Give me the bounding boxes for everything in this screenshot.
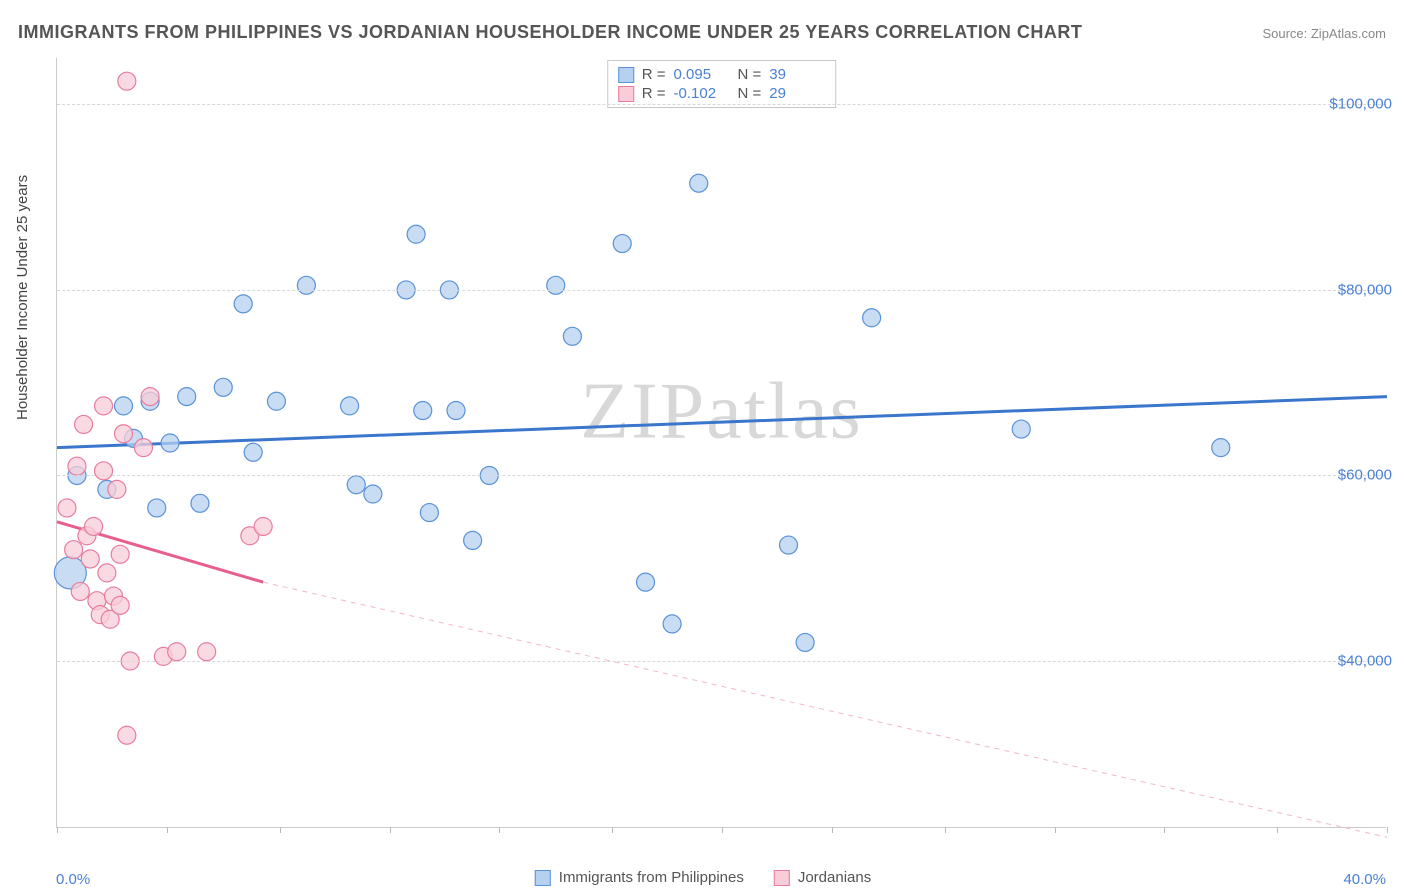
chart-title: IMMIGRANTS FROM PHILIPPINES VS JORDANIAN… <box>18 22 1082 43</box>
y-tick-label: $40,000 <box>1338 653 1392 670</box>
x-min-label: 0.0% <box>56 871 90 888</box>
n-value-0: 39 <box>769 66 825 83</box>
x-tick <box>167 827 168 833</box>
x-tick <box>499 827 500 833</box>
y-axis-label: Householder Income Under 25 years <box>14 175 31 420</box>
x-tick <box>390 827 391 833</box>
x-tick <box>1277 827 1278 833</box>
stats-row-series-0: R = 0.095 N = 39 <box>618 65 826 84</box>
stats-legend: R = 0.095 N = 39 R = -0.102 N = 29 <box>607 60 837 108</box>
stats-row-series-1: R = -0.102 N = 29 <box>618 84 826 103</box>
legend-item-1: Jordanians <box>774 869 871 886</box>
swatch-legend-0 <box>535 870 551 886</box>
scatter-svg <box>57 58 1387 828</box>
x-tick <box>280 827 281 833</box>
n-label: N = <box>738 85 762 102</box>
x-tick <box>1164 827 1165 833</box>
r-value-1: -0.102 <box>674 85 730 102</box>
x-tick <box>722 827 723 833</box>
x-tick <box>1387 827 1388 833</box>
r-label: R = <box>642 66 666 83</box>
gridline <box>57 661 1386 662</box>
source-label: Source: ZipAtlas.com <box>1262 26 1386 41</box>
r-label: R = <box>642 85 666 102</box>
plot-area: ZIPatlas R = 0.095 N = 39 R = -0.102 N =… <box>56 58 1386 828</box>
gridline <box>57 104 1386 105</box>
y-tick-label: $60,000 <box>1338 467 1392 484</box>
legend-label-0: Immigrants from Philippines <box>559 869 744 886</box>
r-value-0: 0.095 <box>674 66 730 83</box>
x-tick <box>57 827 58 833</box>
x-tick <box>612 827 613 833</box>
legend-label-1: Jordanians <box>798 869 871 886</box>
swatch-legend-1 <box>774 870 790 886</box>
x-max-label: 40.0% <box>1343 871 1386 888</box>
swatch-series-0 <box>618 67 634 83</box>
x-tick <box>832 827 833 833</box>
correlation-chart: IMMIGRANTS FROM PHILIPPINES VS JORDANIAN… <box>0 0 1406 892</box>
series-legend: Immigrants from Philippines Jordanians <box>535 869 871 886</box>
y-tick-label: $80,000 <box>1338 281 1392 298</box>
n-value-1: 29 <box>769 85 825 102</box>
gridline <box>57 290 1386 291</box>
y-tick-label: $100,000 <box>1329 96 1392 113</box>
x-tick <box>1055 827 1056 833</box>
legend-item-0: Immigrants from Philippines <box>535 869 744 886</box>
n-label: N = <box>738 66 762 83</box>
gridline <box>57 475 1386 476</box>
swatch-series-1 <box>618 86 634 102</box>
x-tick <box>945 827 946 833</box>
